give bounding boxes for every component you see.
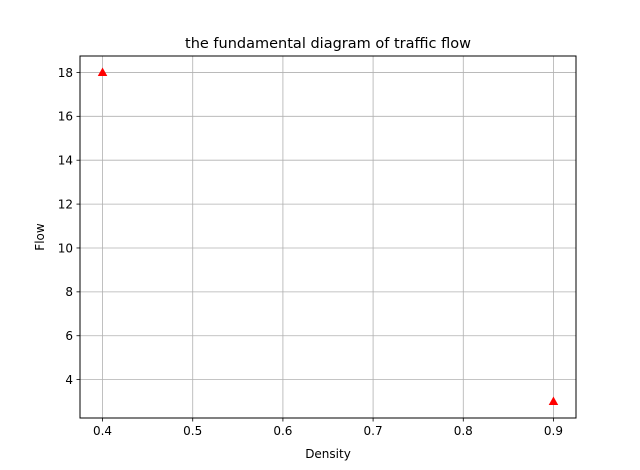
x-axis: 0.4 0.5 0.6 0.7 0.8 0.9 [93,418,563,438]
x-tick-label: 0.5 [183,424,202,438]
y-tick-label: 16 [58,110,73,124]
y-axis-label: Flow [33,223,47,251]
y-tick-label: 8 [65,285,73,299]
data-point-triangle [97,67,108,76]
y-tick-label: 12 [58,197,73,211]
y-tick-label: 18 [58,66,73,80]
x-tick-label: 0.4 [93,424,112,438]
y-axis: 4 6 8 10 12 14 16 18 [58,66,80,387]
x-tick-label: 0.7 [364,424,383,438]
x-axis-label: Density [305,447,351,461]
y-tick-label: 6 [65,329,73,343]
x-tick-label: 0.9 [544,424,563,438]
grid [80,56,576,418]
x-tick-label: 0.6 [273,424,292,438]
plot-frame [79,55,577,419]
y-tick-label: 14 [58,154,73,168]
data-point-triangle [548,396,559,406]
y-tick-label: 4 [65,373,73,387]
x-tick-label: 0.8 [454,424,473,438]
chart-title: the fundamental diagram of traffic flow [185,36,471,52]
data-points [97,67,559,406]
y-tick-label: 10 [58,241,73,255]
